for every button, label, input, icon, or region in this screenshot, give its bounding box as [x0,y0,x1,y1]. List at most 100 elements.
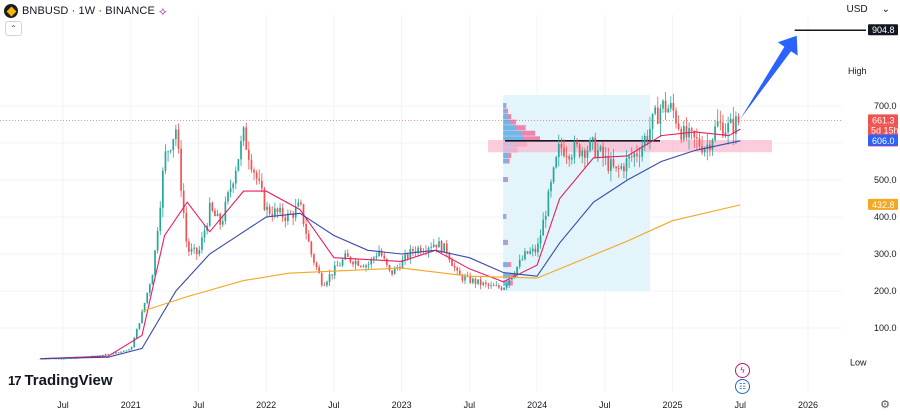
candle [633,151,636,167]
collapse-legend-button[interactable]: ⌃ [5,21,22,36]
candle [370,256,373,269]
candle-body [148,284,151,293]
currency-label: USD [846,4,868,15]
candle-body [102,355,104,356]
y-tick-label: 300.0 [874,249,897,259]
candle [735,111,737,145]
candle-body [669,102,672,109]
candle [578,142,581,159]
candle-body [229,188,232,193]
candle [266,201,268,218]
candle [346,249,349,257]
candle [287,209,289,226]
candle [659,104,662,138]
candle [359,264,362,268]
candle-body [260,180,263,189]
candle [680,126,683,144]
candle-body [141,311,143,324]
candle [638,146,641,168]
candle-body [573,142,576,158]
lightning-event-icon[interactable]: ϟ [735,363,750,378]
candle [180,139,182,198]
candle [458,267,461,276]
candle-body [584,150,586,158]
candle-body [638,156,641,157]
candle [151,274,154,285]
candle [362,264,365,268]
candle [599,144,602,153]
candle [422,247,425,254]
candle-body [464,276,466,281]
candle [474,277,477,288]
candle [242,126,245,147]
symbol-header[interactable]: BNBUSD · 1W · BINANCE ⟡ [4,3,167,19]
candle [232,181,235,194]
candle-body [326,281,328,286]
candle-body [115,352,117,354]
candle [331,274,334,280]
candle-body [362,266,365,268]
candle-body [534,248,537,253]
candle-body [471,278,474,283]
candle [214,208,216,217]
candle [498,283,500,290]
candle [643,132,646,151]
x-tick-label: 2022 [256,400,276,410]
candle [208,197,211,227]
candle [414,246,417,257]
volume-profile-bar [503,119,511,125]
currency-selector[interactable]: USD ⌄ [846,4,890,15]
chevron-down-icon: ⌄ [881,4,890,15]
compare-symbol-icon[interactable]: ⟡ [158,3,167,18]
candle-body [503,287,505,290]
candle [716,109,719,128]
candle [417,245,419,257]
candle-body [735,116,737,134]
candle [620,163,623,171]
candle [128,349,130,351]
candle-body [597,150,599,158]
candle-body [685,126,688,138]
x-tick-label: Jul [193,400,205,410]
candle-body [143,302,146,312]
candle [477,279,479,286]
candle-body [469,275,472,283]
candle-body [526,251,529,254]
candle-body [703,148,706,153]
candle [685,117,688,141]
candle [563,139,565,158]
candle [636,145,638,163]
candle-body [224,201,227,222]
candle-body [333,265,336,276]
candle-body [339,265,341,267]
candle-body [354,260,357,265]
candle-body [625,158,628,172]
candle [107,353,109,355]
us-flag-event-icon[interactable]: ☷ [735,379,750,394]
x-tick-label: Jul [599,400,611,410]
tradingview-logo[interactable]: 17 TradingView [8,372,113,389]
gear-icon[interactable]: ⚙ [880,399,890,411]
candle [263,186,266,212]
candle [526,250,529,255]
candle-body [539,235,542,244]
candle-body [409,248,412,259]
candle [122,350,125,353]
candle-body [135,328,138,338]
candle-body [737,116,740,123]
candle-body [492,285,495,287]
candle-body [122,350,125,352]
candle [682,120,685,142]
candle-body [498,285,500,288]
candle-body [440,241,443,253]
candle-body [138,323,141,329]
candle-body [367,264,370,266]
candle [729,113,732,124]
candle [669,96,672,112]
candle [737,113,740,126]
candle-body [490,285,492,287]
candle-body [654,107,657,114]
candle [471,277,474,285]
candle-body [120,351,123,353]
